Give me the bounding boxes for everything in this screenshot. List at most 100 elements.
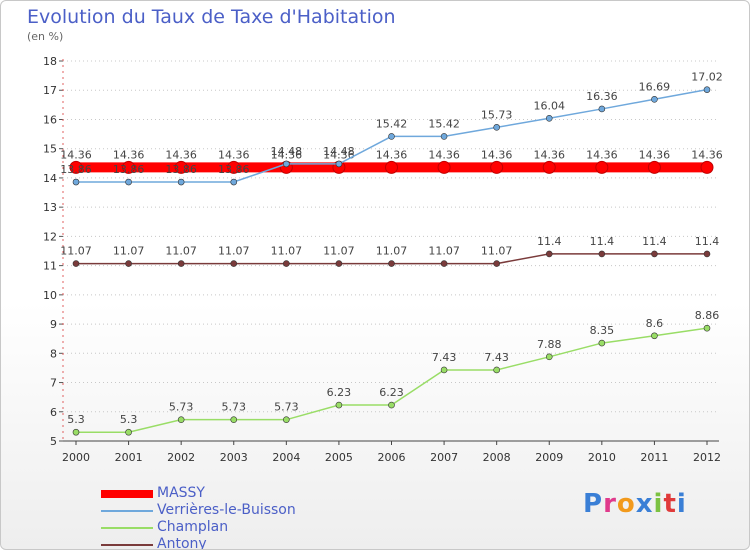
data-label: 15.42 — [428, 117, 460, 130]
data-label: 8.86 — [695, 309, 720, 322]
y-tick-label: 7 — [50, 377, 57, 390]
data-point — [651, 332, 658, 340]
legend-swatch — [101, 544, 153, 546]
data-point — [388, 260, 395, 267]
y-tick-label: 13 — [43, 201, 57, 214]
data-point — [440, 260, 448, 267]
data-label: 11.07 — [428, 245, 460, 258]
data-point — [440, 366, 448, 374]
y-tick-label: 12 — [43, 230, 57, 243]
data-label: 11.07 — [271, 245, 303, 258]
data-point — [598, 105, 606, 113]
data-label: 8.35 — [590, 324, 615, 337]
data-label: 16.04 — [534, 99, 566, 112]
x-tick-label: 2006 — [378, 451, 406, 464]
data-point — [335, 160, 343, 168]
line-chart: 5 6 7 8 9 10 11 12 13 14 15 16 17 18 2000 2001 2002 2003 2… — [43, 55, 723, 464]
data-label: 13.86 — [165, 163, 197, 176]
data-point — [230, 416, 238, 423]
x-tick-label: 2000 — [62, 451, 90, 464]
x-tick-label: 2001 — [115, 451, 143, 464]
data-point — [545, 250, 553, 258]
data-label: 13.86 — [60, 163, 92, 176]
data-point — [545, 353, 553, 361]
x-tick-label: 2008 — [483, 451, 511, 464]
data-label: 11.07 — [113, 245, 145, 258]
y-tick-label: 6 — [50, 406, 57, 419]
data-point — [388, 133, 395, 140]
data-point — [125, 178, 132, 186]
brand-logo: Proxiti — [583, 489, 687, 519]
legend-item: Verrières-le-Buisson — [101, 502, 401, 519]
data-label: 17.02 — [691, 71, 723, 84]
data-point — [493, 124, 500, 131]
legend-item: Antony — [101, 536, 401, 549]
y-tick-label: 15 — [43, 143, 57, 156]
data-point — [72, 178, 80, 186]
y-tick-label: 11 — [43, 260, 57, 273]
data-label: 7.43 — [484, 351, 509, 364]
data-label: 5.73 — [222, 401, 247, 414]
legend: MASSY Verrières-le-Buisson Champlan Antony — [101, 485, 401, 549]
data-point — [595, 160, 609, 174]
y-tick-label: 10 — [43, 289, 57, 302]
data-point — [700, 160, 714, 174]
data-label: 14.36 — [534, 148, 566, 161]
legend-item: Champlan — [101, 519, 401, 536]
data-point — [177, 260, 185, 267]
data-point — [651, 95, 658, 103]
data-label: 5.3 — [67, 413, 85, 426]
data-label: 14.48 — [271, 145, 303, 158]
data-point — [283, 416, 290, 423]
y-tick-label: 8 — [50, 347, 57, 360]
data-label: 5.73 — [274, 401, 299, 414]
data-point — [72, 428, 80, 436]
data-label: 11.07 — [165, 245, 197, 258]
data-label: 6.23 — [379, 386, 404, 399]
series-antony: 11.07 11.07 11.07 11.07 11.07 11.07 11.07 11.07… — [60, 235, 719, 267]
x-tick-label: 2012 — [693, 451, 721, 464]
y-tick-label: 9 — [50, 318, 57, 331]
y-tick-label: 18 — [43, 55, 57, 68]
data-label: 14.36 — [428, 148, 460, 161]
data-label: 14.36 — [691, 148, 723, 161]
y-tick-label: 5 — [50, 435, 57, 448]
data-point — [125, 428, 132, 436]
data-label: 11.4 — [695, 235, 720, 248]
data-label: 11.4 — [642, 235, 667, 248]
data-label: 11.4 — [590, 235, 615, 248]
data-point — [598, 250, 606, 258]
data-point — [437, 160, 451, 174]
data-label: 11.07 — [323, 245, 355, 258]
chart-subtitle: (en %) — [27, 30, 64, 43]
legend-item: MASSY — [101, 485, 401, 502]
data-point — [283, 260, 290, 267]
series-massy: 14.36 14.36 14.36 14.36 14.36 14.36 14.36 14.36… — [60, 148, 723, 174]
data-point — [440, 133, 448, 140]
data-label: 14.36 — [165, 148, 197, 161]
data-label: 15.73 — [481, 108, 513, 121]
data-label: 11.07 — [376, 245, 408, 258]
data-point — [493, 366, 500, 374]
data-label: 7.43 — [432, 351, 457, 364]
data-point — [335, 260, 343, 267]
data-point — [125, 260, 132, 267]
data-label: 14.36 — [376, 148, 408, 161]
legend-label: MASSY — [157, 485, 205, 501]
axes: 5 6 7 8 9 10 11 12 13 14 15 16 17 18 2000 2001 2002 2003 2… — [43, 55, 721, 464]
data-point — [490, 160, 504, 174]
data-label: 13.86 — [218, 163, 250, 176]
data-label: 8.6 — [646, 317, 664, 330]
legend-swatch — [101, 490, 153, 498]
legend-label: Champlan — [157, 519, 229, 535]
x-tick-label: 2007 — [430, 451, 458, 464]
series-line — [76, 327, 708, 433]
series-champlan: 5.3 5.3 5.73 5.73 5.73 6.23 6.23 7.43 7.43 7.88 8.… — [67, 309, 720, 436]
x-tick-label: 2003 — [220, 451, 248, 464]
data-label: 14.36 — [639, 148, 671, 161]
data-point — [230, 260, 238, 267]
data-point — [388, 401, 395, 409]
data-point — [703, 86, 711, 93]
x-tick-label: 2005 — [325, 451, 353, 464]
